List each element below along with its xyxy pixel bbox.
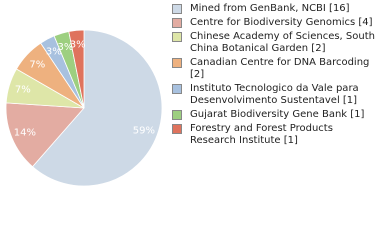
legend-item: Mined from GenBank, NCBI [16] [172,3,377,15]
legend-item: Forestry and Forest Products Research In… [172,123,377,147]
legend-item: Chinese Academy of Sciences, South China… [172,31,377,55]
legend: Mined from GenBank, NCBI [16] Centre for … [172,3,377,149]
slice-label: 3% [46,47,62,58]
slice-label: 3% [57,42,73,53]
legend-item: Canadian Centre for DNA Barcoding [2] [172,57,377,81]
legend-swatch [172,32,182,42]
legend-label: Forestry and Forest Products Research In… [190,123,333,146]
pie-slice [5,102,85,168]
slice-label-unit: % [52,47,62,58]
slice-label-unit: % [21,84,31,95]
legend-swatch [172,4,182,14]
pie-chart: 59%14%7%7%3%3%3% [5,29,163,187]
legend-label: Chinese Academy of Sciences, South China… [190,31,375,54]
legend-swatch [172,110,182,120]
slice-label-unit: % [27,127,37,138]
pie-slice [32,29,163,187]
legend-label: Instituto Tecnologico da Vale para Desen… [190,83,359,106]
legend-label: Canadian Centre for DNA Barcoding [2] [190,57,370,80]
slice-label-value: 7 [15,84,21,95]
legend-item: Instituto Tecnologico da Vale para Desen… [172,83,377,107]
slice-label: 59% [133,126,155,137]
slice-label: 7% [29,59,45,70]
legend-item: Gujarat Biodiversity Gene Bank [1] [172,109,377,121]
slice-label-unit: % [36,59,46,70]
slice-label-unit: % [64,42,74,53]
legend-swatch [172,18,182,28]
legend-item: Centre for Biodiversity Genomics [4] [172,17,377,29]
legend-label: Gujarat Biodiversity Gene Bank [1] [190,109,365,120]
slice-label-unit: % [76,39,86,50]
pie-slice [68,29,85,109]
legend-label: Mined from GenBank, NCBI [16] [190,3,350,14]
legend-swatch [172,124,182,134]
legend-swatch [172,58,182,68]
slice-label: 3% [70,39,86,50]
legend-swatch [172,84,182,94]
slice-label-value: 3 [70,39,76,50]
slice-label: 7% [15,84,31,95]
slice-label-unit: % [145,126,155,137]
slice-label-value: 59 [133,126,146,137]
slice-label-value: 3 [46,47,52,58]
slice-label-value: 7 [29,59,35,70]
slice-label-value: 3 [57,42,63,53]
slice-label-value: 14 [14,127,27,138]
legend-label: Centre for Biodiversity Genomics [4] [190,17,373,28]
slice-label: 14% [14,127,36,138]
